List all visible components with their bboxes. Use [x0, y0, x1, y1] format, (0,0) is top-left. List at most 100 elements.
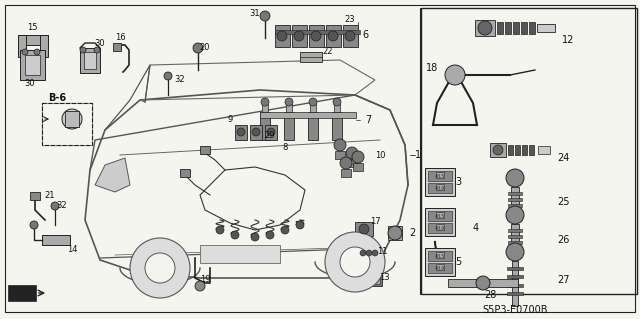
- Circle shape: [94, 47, 100, 53]
- Bar: [508, 192, 522, 195]
- Bar: [508, 241, 522, 244]
- Bar: [507, 284, 523, 287]
- Bar: [425, 248, 455, 276]
- Text: 10: 10: [375, 151, 385, 160]
- Text: #15: #15: [435, 174, 445, 180]
- Bar: [80, 48, 100, 73]
- Circle shape: [51, 202, 59, 210]
- Text: 13: 13: [379, 272, 389, 281]
- Text: #19: #19: [435, 187, 445, 191]
- Bar: [326, 25, 341, 47]
- Text: 24: 24: [557, 153, 569, 163]
- Circle shape: [80, 47, 86, 53]
- Circle shape: [340, 247, 370, 277]
- Text: 30: 30: [95, 39, 106, 48]
- Bar: [508, 204, 522, 207]
- Circle shape: [506, 243, 524, 261]
- Bar: [372, 270, 380, 284]
- Text: 6: 6: [362, 30, 368, 40]
- Circle shape: [251, 233, 259, 241]
- Text: 19: 19: [200, 276, 211, 285]
- Bar: [508, 145, 513, 155]
- Text: B-6: B-6: [48, 93, 66, 103]
- Circle shape: [296, 221, 304, 229]
- Bar: [84, 52, 96, 69]
- Bar: [428, 263, 452, 273]
- Bar: [436, 212, 444, 218]
- Bar: [260, 112, 356, 118]
- Text: 18: 18: [426, 63, 438, 73]
- Bar: [537, 24, 555, 32]
- Circle shape: [445, 65, 465, 85]
- Bar: [436, 264, 444, 270]
- Circle shape: [366, 250, 372, 256]
- Text: S5P3-E0700B: S5P3-E0700B: [483, 305, 548, 315]
- Text: #15: #15: [435, 255, 445, 259]
- Circle shape: [309, 98, 317, 106]
- Bar: [250, 125, 262, 140]
- Circle shape: [478, 21, 492, 35]
- Text: 16: 16: [115, 33, 125, 42]
- Bar: [507, 267, 523, 270]
- Bar: [353, 163, 363, 171]
- Bar: [475, 20, 495, 36]
- Circle shape: [285, 98, 293, 106]
- Bar: [428, 183, 452, 193]
- Bar: [25, 55, 40, 75]
- Bar: [18, 35, 48, 45]
- Bar: [360, 247, 380, 262]
- Circle shape: [34, 49, 40, 55]
- Bar: [436, 224, 444, 230]
- Bar: [235, 125, 247, 140]
- Text: 29: 29: [265, 130, 275, 139]
- Circle shape: [328, 31, 338, 41]
- Text: 2: 2: [409, 228, 415, 238]
- Bar: [180, 169, 190, 177]
- Bar: [497, 22, 503, 34]
- Text: 27: 27: [557, 275, 569, 285]
- Bar: [355, 222, 373, 236]
- Text: 31: 31: [250, 10, 260, 19]
- Circle shape: [216, 226, 224, 234]
- Bar: [42, 235, 70, 245]
- Text: 30: 30: [25, 78, 35, 87]
- Bar: [20, 50, 45, 80]
- Bar: [18, 35, 26, 57]
- Bar: [360, 268, 382, 286]
- Circle shape: [333, 98, 341, 106]
- Circle shape: [237, 128, 245, 136]
- Bar: [200, 245, 280, 263]
- Text: 7: 7: [365, 115, 371, 125]
- Bar: [362, 270, 370, 284]
- Circle shape: [360, 250, 366, 256]
- Circle shape: [267, 128, 275, 136]
- Bar: [388, 226, 402, 240]
- Text: 3: 3: [455, 177, 461, 187]
- Bar: [335, 151, 345, 159]
- Text: 25: 25: [557, 197, 569, 207]
- Circle shape: [294, 31, 304, 41]
- Circle shape: [325, 232, 385, 292]
- Bar: [284, 112, 294, 140]
- Bar: [200, 146, 210, 154]
- Circle shape: [493, 145, 503, 155]
- Bar: [511, 187, 519, 217]
- Bar: [308, 112, 318, 140]
- Text: 1: 1: [415, 150, 421, 160]
- Bar: [512, 261, 518, 306]
- Bar: [508, 229, 522, 232]
- Bar: [507, 275, 523, 278]
- Bar: [275, 25, 290, 47]
- Circle shape: [193, 43, 203, 53]
- Bar: [113, 43, 121, 51]
- Bar: [334, 104, 340, 112]
- Bar: [425, 168, 455, 196]
- Text: 20: 20: [200, 43, 211, 53]
- Circle shape: [195, 281, 205, 291]
- Bar: [347, 159, 357, 167]
- Bar: [436, 252, 444, 258]
- Bar: [436, 184, 444, 190]
- Bar: [421, 8, 637, 294]
- Bar: [40, 35, 48, 57]
- Bar: [428, 171, 452, 181]
